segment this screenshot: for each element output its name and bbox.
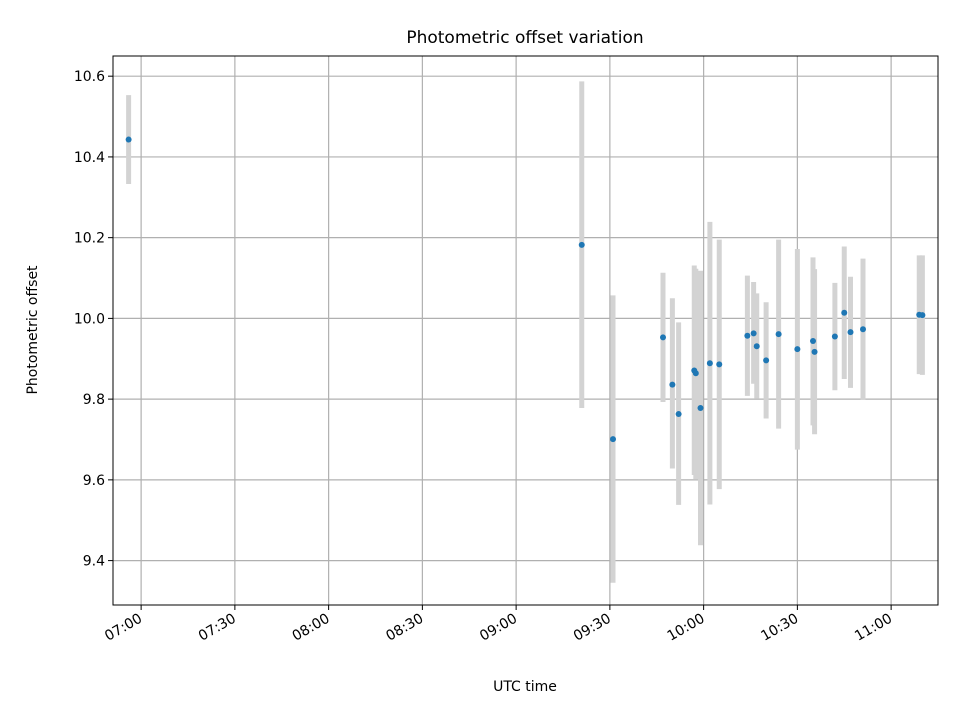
data-point bbox=[811, 348, 818, 355]
y-tick-label: 10.6 bbox=[74, 69, 105, 85]
y-tick-label: 9.8 bbox=[83, 392, 105, 408]
data-point bbox=[860, 326, 866, 333]
data-point bbox=[919, 312, 926, 319]
data-point bbox=[675, 411, 682, 418]
x-axis-label: UTC time bbox=[493, 679, 557, 695]
data-point bbox=[794, 346, 801, 353]
y-axis: 9.4 9.6 9.8 10.0 10.2 10.4 10.6 bbox=[74, 69, 113, 570]
x-tick-label: 09:00 bbox=[477, 611, 520, 645]
data-point bbox=[831, 333, 838, 340]
data-point bbox=[610, 436, 616, 443]
x-tick-label: 07:00 bbox=[102, 611, 145, 645]
data-point bbox=[775, 331, 782, 338]
data-point bbox=[750, 330, 757, 337]
y-tick-label: 10.4 bbox=[74, 150, 105, 166]
x-tick-label: 11:00 bbox=[852, 611, 895, 645]
data-point bbox=[753, 343, 760, 350]
y-tick-label: 9.6 bbox=[83, 473, 105, 489]
x-tick-label: 08:30 bbox=[383, 611, 426, 645]
data-point bbox=[578, 241, 585, 248]
x-tick-label: 07:30 bbox=[196, 611, 239, 645]
grid bbox=[113, 56, 938, 605]
y-axis-label: Photometric offset bbox=[25, 265, 41, 395]
data-point bbox=[669, 381, 676, 388]
x-tick-label: 10:30 bbox=[758, 611, 801, 645]
data-point bbox=[847, 329, 854, 336]
chart-title: Photometric offset variation bbox=[406, 28, 643, 48]
data-point bbox=[841, 309, 848, 316]
x-tick-label: 10:00 bbox=[665, 611, 708, 645]
x-tick-label: 09:30 bbox=[571, 611, 614, 645]
y-tick-label: 9.4 bbox=[83, 554, 105, 570]
data-point bbox=[744, 332, 751, 339]
data-point bbox=[697, 405, 704, 412]
data-point bbox=[692, 370, 699, 377]
data-point bbox=[763, 357, 770, 364]
x-tick-label: 08:00 bbox=[290, 611, 333, 645]
plot-frame bbox=[112, 55, 939, 606]
y-tick-label: 10.0 bbox=[74, 311, 105, 327]
data-point bbox=[125, 136, 132, 143]
data-point bbox=[810, 337, 816, 344]
data-point bbox=[706, 360, 713, 367]
y-tick-label: 10.2 bbox=[74, 231, 105, 247]
data-point bbox=[716, 361, 723, 368]
x-axis: 07:00 07:30 08:00 08:30 09:00 09:30 10:00 10:30… bbox=[102, 605, 895, 645]
data-point bbox=[660, 334, 666, 341]
data-points bbox=[125, 136, 926, 443]
